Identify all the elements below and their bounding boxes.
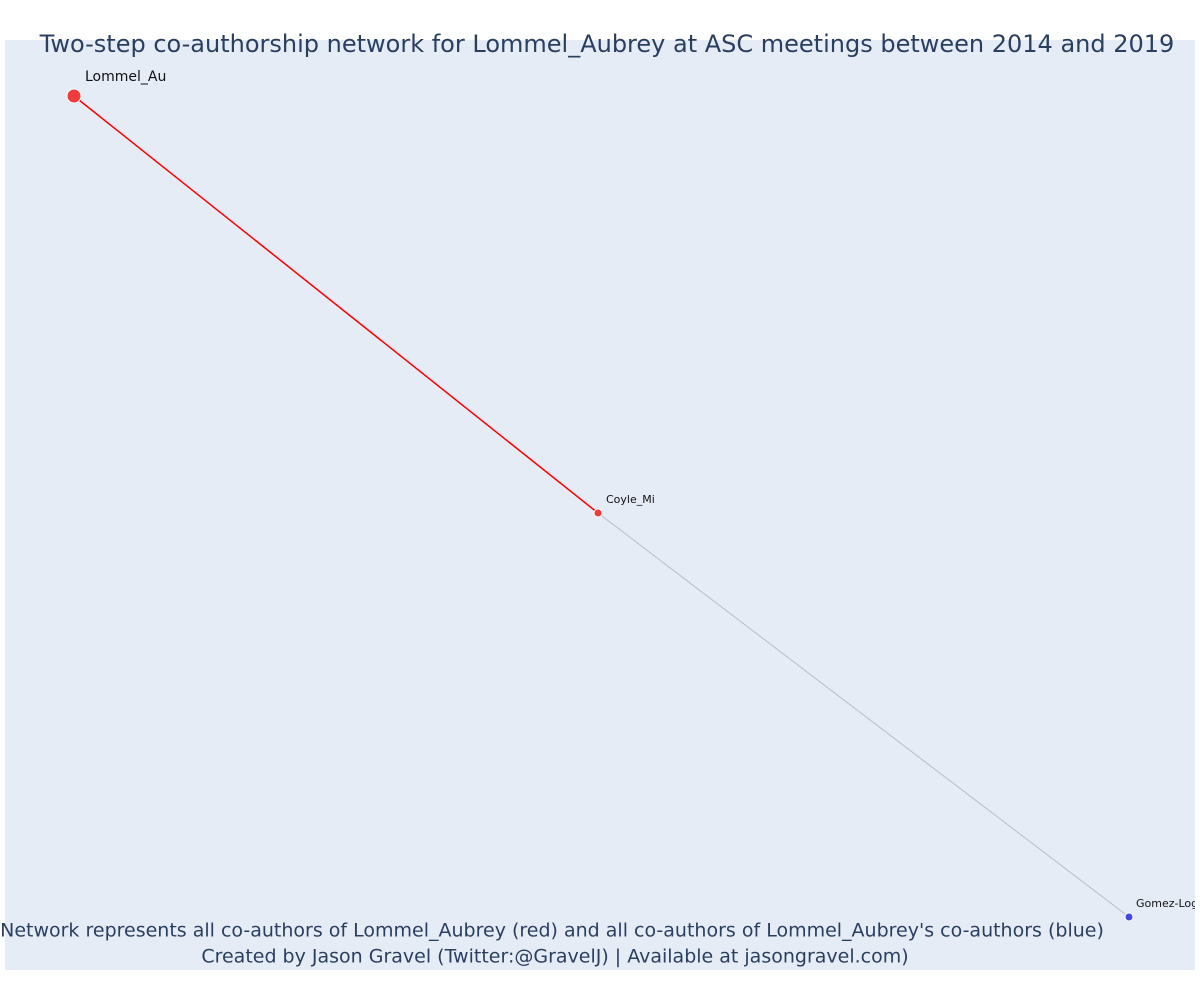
- footer-line: Network represents all co-authors of Lom…: [0, 920, 1104, 942]
- edges: [73, 95, 1130, 918]
- edge: [597, 512, 1130, 918]
- node-label: Gomez-Loga: [1136, 897, 1200, 910]
- node: [593, 508, 603, 518]
- chart-title: Two-step co-authorship network for Lomme…: [39, 30, 1175, 58]
- footer-line: Created by Jason Gravel (Twitter:@Gravel…: [201, 946, 908, 968]
- plot-background: [5, 40, 1195, 970]
- node-label: Lommel_Au: [85, 69, 166, 85]
- node-label: Coyle_Mi: [606, 493, 655, 506]
- node: [1124, 912, 1134, 922]
- node: [66, 88, 82, 104]
- edge: [73, 95, 599, 514]
- nodes: Lommel_Au Coyle_Mi Gomez-Loga: [66, 69, 1200, 922]
